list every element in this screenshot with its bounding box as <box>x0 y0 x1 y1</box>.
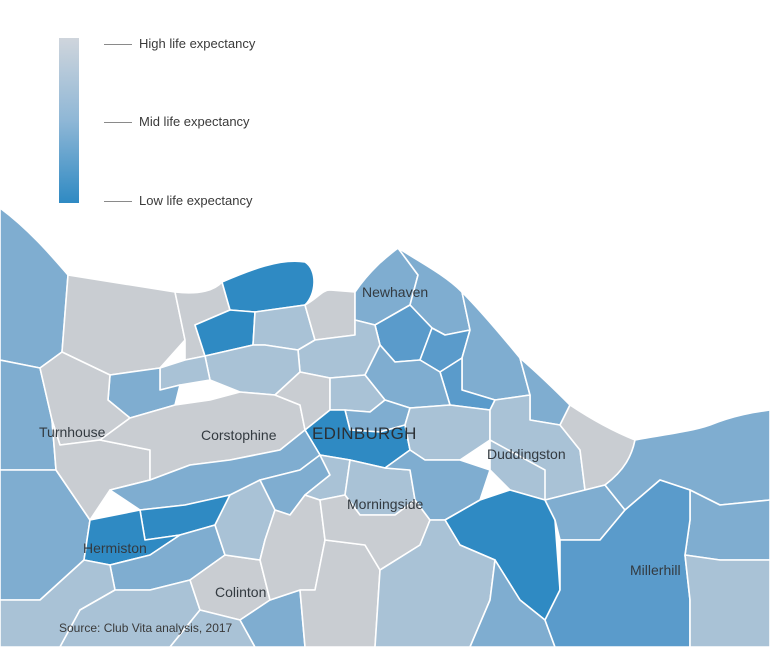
label-duddingston: Duddingston <box>487 446 566 462</box>
legend-gradient-bar <box>59 38 79 203</box>
ward-regions <box>0 207 770 648</box>
ward-leith-links <box>461 291 531 401</box>
ward-east-coast <box>604 409 770 511</box>
ward-granton <box>304 289 356 341</box>
ward-danderhall <box>684 554 770 648</box>
legend-mid: Mid life expectancy <box>104 114 250 129</box>
place-labels: Newhaven Turnhouse Corstophine EDINBURGH… <box>39 284 681 600</box>
legend-high: High life expectancy <box>104 36 255 51</box>
source-note: Source: Club Vita analysis, 2017 <box>59 621 233 635</box>
ward-prestonfield <box>489 439 546 501</box>
label-hermiston: Hermiston <box>83 540 147 556</box>
ward-cramond-low <box>221 260 315 313</box>
legend-tick <box>104 122 132 124</box>
label-turnhouse: Turnhouse <box>39 424 106 440</box>
label-corstophine: Corstophine <box>201 427 277 443</box>
legend-tick <box>104 201 132 203</box>
legend-low-label: Low life expectancy <box>139 193 253 208</box>
ward-abbeyhill <box>404 404 491 461</box>
ward-west-coast <box>0 207 69 369</box>
label-millerhill: Millerhill <box>630 562 681 578</box>
label-newhaven: Newhaven <box>362 284 428 300</box>
label-colinton: Colinton <box>215 584 266 600</box>
label-morningside: Morningside <box>347 496 423 512</box>
legend-high-label: High life expectancy <box>139 36 256 51</box>
ward-davidsons-mains <box>252 304 316 351</box>
legend-tick <box>104 44 132 46</box>
legend-low: Low life expectancy <box>104 193 252 208</box>
label-edinburgh: EDINBURGH <box>312 424 417 443</box>
legend-mid-label: Mid life expectancy <box>139 114 250 129</box>
ward-barnton <box>159 355 211 391</box>
